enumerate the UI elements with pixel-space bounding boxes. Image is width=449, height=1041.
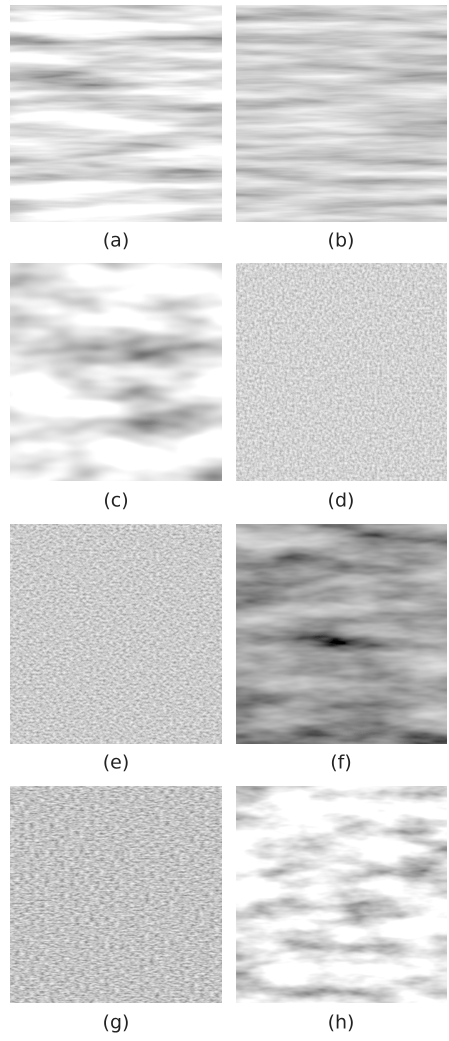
panel-label: (a)	[103, 230, 129, 252]
panel-label: (f)	[330, 752, 352, 774]
figure: (a) (b) (c) (d) (e) (f) (g) (h)	[0, 0, 449, 1041]
texture-image	[10, 263, 222, 481]
panel-label: (b)	[328, 230, 355, 252]
panel-label: (d)	[328, 490, 355, 512]
texture-image	[10, 5, 222, 222]
texture-image	[10, 524, 222, 744]
texture-image	[10, 786, 222, 1003]
panel-label: (e)	[103, 752, 130, 774]
panel-label: (g)	[103, 1012, 130, 1034]
texture-image	[236, 5, 447, 222]
panel-label: (c)	[103, 490, 128, 512]
panel-label: (h)	[328, 1012, 355, 1034]
texture-image	[236, 786, 447, 1003]
texture-image	[236, 263, 447, 481]
texture-image	[236, 524, 447, 744]
